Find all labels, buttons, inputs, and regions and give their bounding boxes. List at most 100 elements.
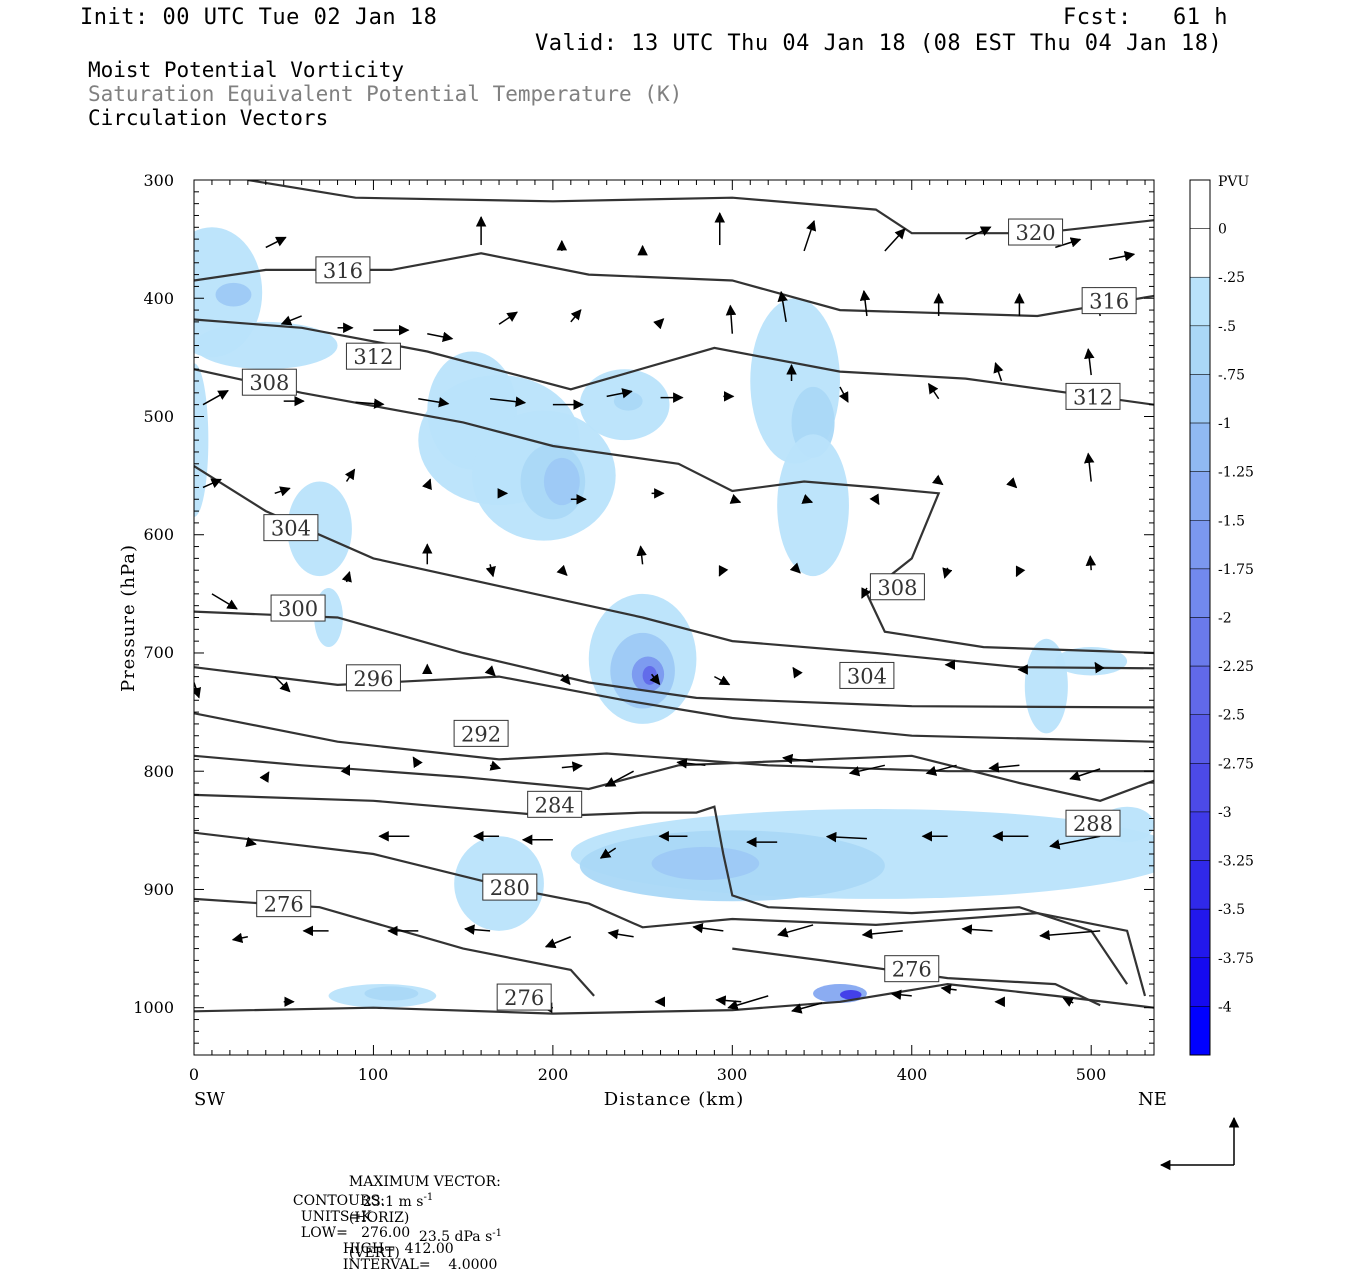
contours-info-line: CONTOURS: UNITS=K LOW= 276.00 HIGH= 412.…	[284, 1177, 497, 1273]
circulation-vector	[931, 474, 944, 486]
pv-shade	[287, 481, 352, 577]
contour-label-box	[496, 983, 552, 1011]
contour-label-box	[1065, 382, 1121, 410]
theta-contour	[194, 610, 1154, 709]
circulation-vector	[607, 929, 634, 940]
colorbar-frame	[1189, 179, 1211, 1056]
contour-label-box	[453, 719, 509, 747]
circulation-vector	[484, 665, 496, 677]
circulation-vector	[464, 924, 491, 935]
contour-label-box	[1065, 809, 1121, 837]
circulation-vector	[489, 396, 527, 407]
circulation-vector	[606, 388, 633, 399]
x-tick-label: 500	[1076, 1065, 1107, 1084]
circulation-vector	[245, 836, 257, 847]
colorbar-label: -3.5	[1218, 902, 1245, 918]
colorbar-label: -1.25	[1218, 465, 1254, 481]
x-tick-labels: 0 100 200 300 400 500	[189, 1065, 1106, 1084]
circulation-vector	[280, 315, 302, 326]
circulation-vector	[727, 995, 769, 1011]
circulation-vector	[718, 565, 729, 577]
circulation-vector	[653, 318, 665, 330]
colorbar-segment	[1189, 763, 1211, 813]
reference-vector	[1159, 1116, 1240, 1171]
circulation-vector	[715, 995, 742, 1006]
circulation-vector	[725, 304, 737, 334]
circulation-vector	[599, 847, 617, 859]
colorbar-segment	[1189, 1006, 1211, 1056]
theta-contour	[194, 754, 1154, 802]
circulation-vector	[782, 753, 814, 765]
colorbar-label: -2	[1218, 611, 1232, 627]
circulation-vector	[1083, 452, 1095, 482]
theta-contour	[194, 368, 1154, 655]
max-vector-label: MAXIMUM VECTOR:	[348, 1174, 501, 1190]
colorbar-label: -2.75	[1218, 756, 1254, 772]
theta-contour	[194, 982, 1154, 1015]
contour-label-box	[256, 890, 312, 918]
circulation-vector	[344, 468, 356, 482]
pv-shade	[777, 434, 849, 577]
contour-label: 320	[1016, 221, 1056, 245]
circulation-vector	[1049, 835, 1101, 850]
circulation-vectors	[194, 211, 1136, 1014]
circulation-vector	[1062, 997, 1075, 1007]
legend-line-mpv: Moist Potential Vorticity	[88, 58, 405, 82]
contour-label-box	[315, 256, 371, 284]
circulation-vector	[1085, 555, 1097, 571]
contour-label: 308	[249, 371, 289, 395]
colorbar-segment	[1189, 714, 1211, 764]
circulation-vector	[211, 593, 238, 610]
circulation-vector	[988, 762, 1020, 773]
circulation-vector	[274, 676, 291, 693]
legend-line-theta-es: Saturation Equivalent Potential Temperat…	[88, 82, 683, 106]
circulation-vector	[1069, 768, 1101, 781]
colorbar-segment	[1189, 374, 1211, 424]
contour-labels: 320 316 316 312 312 308 308 304 304 300 296 292 288 2…	[241, 218, 1137, 1011]
circulation-vector	[1015, 565, 1026, 578]
circulation-vector	[418, 397, 450, 408]
theta-contour	[194, 897, 595, 997]
colorbar-label: -.25	[1218, 270, 1245, 286]
colorbar-unit: PVU	[1218, 174, 1250, 190]
circulation-vector	[848, 764, 886, 777]
colorbar-segment	[1189, 471, 1211, 521]
theta-contour	[732, 947, 1101, 1007]
circulation-vector	[1084, 348, 1095, 376]
colorbar-label: -2.25	[1218, 659, 1254, 675]
contour-label: 312	[353, 345, 393, 369]
y-tick-label: 700	[143, 643, 174, 662]
contour-label: 276	[892, 958, 932, 982]
circulation-vector	[714, 675, 731, 686]
circulation-vector	[729, 494, 742, 504]
contour-label: 312	[1073, 385, 1113, 409]
cross-section-chart: 320 316 316 312 312 308 308 304 304 300 296 292 288 2…	[118, 171, 1254, 1171]
pv-shade	[642, 665, 657, 685]
colorbar-segment	[1189, 811, 1211, 861]
circulation-vector	[1006, 477, 1018, 489]
circulation-vector	[274, 486, 291, 497]
colorbar-segment	[1189, 325, 1211, 375]
circulation-vector	[890, 989, 912, 1001]
pv-shade	[651, 846, 760, 880]
colorbar-segment	[1189, 860, 1211, 910]
contour-label: 288	[1073, 812, 1113, 836]
horiz-exponent: -1	[423, 1192, 434, 1203]
colorbar-segment	[1189, 957, 1211, 1007]
circulation-vector	[489, 760, 502, 771]
colorbar-segment	[1189, 520, 1211, 570]
circulation-vector	[194, 682, 201, 699]
circulation-vector	[485, 564, 496, 578]
contours-units: UNITS=K	[300, 1209, 372, 1225]
colorbar-label: -3.75	[1218, 951, 1254, 967]
pv-colorbar: 0 -.25 -.5 -.75 -1 -1.25 -1.5 -1.75 -2 -2.25 -2.5 -…	[1189, 179, 1254, 1056]
x-tick-label: 200	[538, 1065, 569, 1084]
y-tick-labels: 300 400 500 600 700 800 900 1000	[133, 171, 174, 1017]
contour-label: 316	[323, 259, 363, 283]
circulation-vector	[777, 290, 788, 323]
circulation-vector	[412, 756, 423, 769]
circulation-vector	[559, 673, 571, 686]
circulation-vector	[861, 587, 871, 599]
colorbar-label: -4	[1218, 999, 1232, 1015]
colorbar-segment	[1189, 665, 1211, 715]
